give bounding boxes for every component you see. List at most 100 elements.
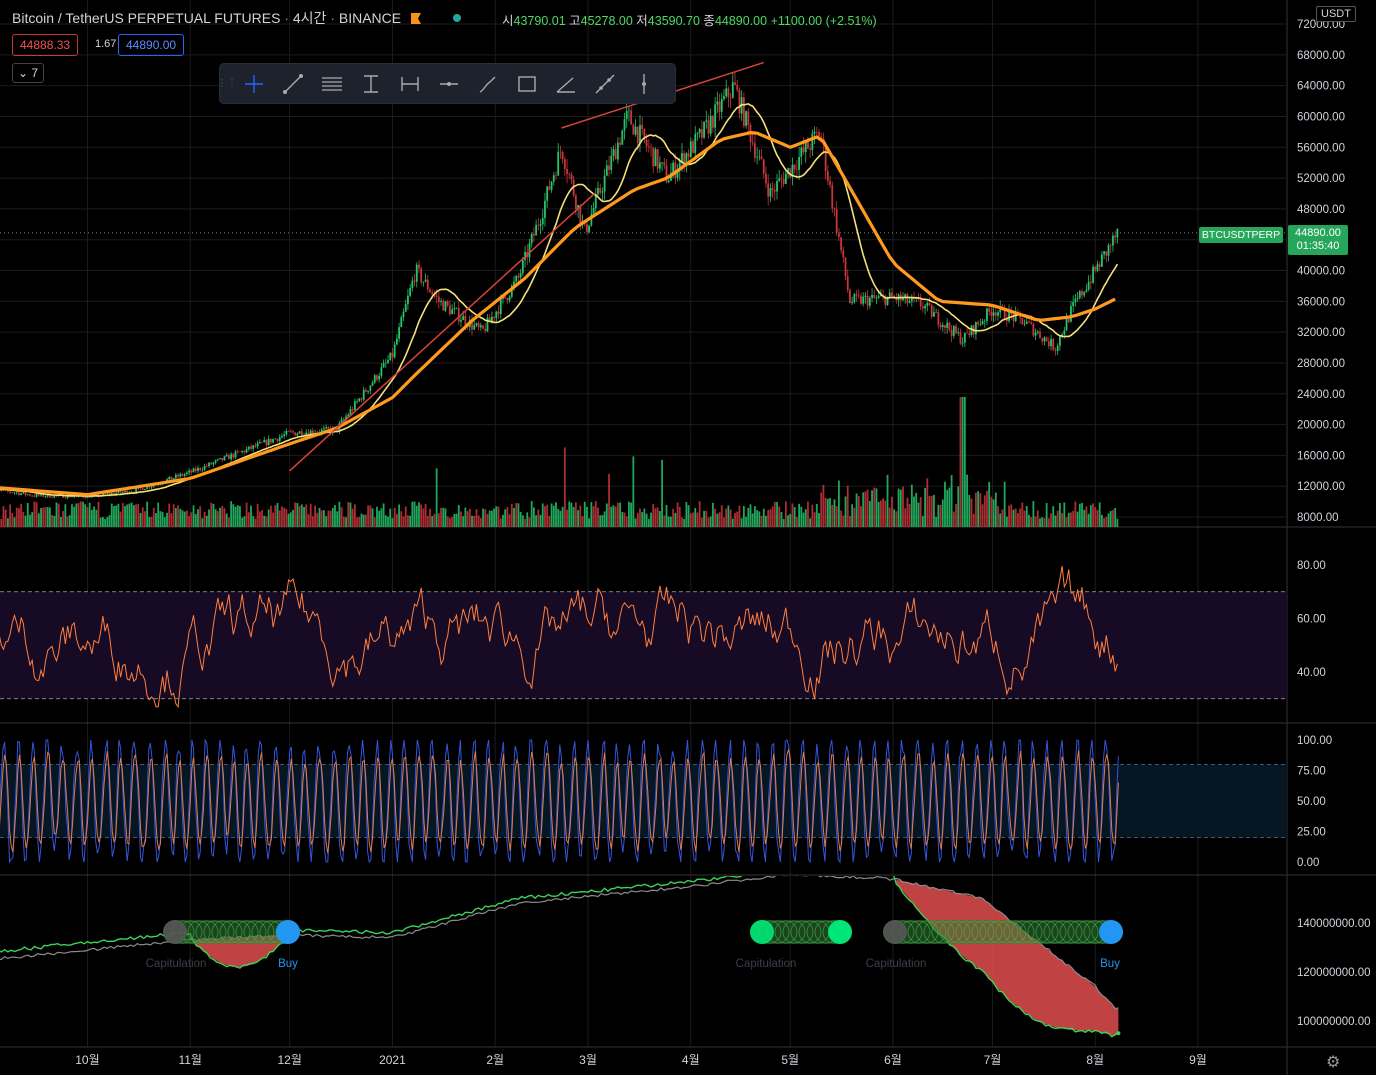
candle-body — [243, 450, 246, 453]
candle-body — [747, 111, 750, 126]
candle-body — [18, 492, 20, 496]
candle-body — [939, 324, 942, 328]
candle-body — [197, 467, 199, 471]
volume-bar — [60, 517, 62, 527]
volume-bar — [670, 516, 672, 527]
candle-body — [1107, 244, 1110, 256]
volume-bar — [104, 518, 107, 527]
candle-body — [269, 438, 272, 443]
candle-body — [793, 164, 796, 170]
price-range-icon[interactable] — [351, 64, 390, 103]
candle-body — [868, 298, 871, 306]
volume-bar — [681, 517, 683, 527]
horizontal-ray-icon[interactable] — [429, 64, 468, 103]
volume-bar — [725, 508, 728, 527]
crosshair-icon[interactable] — [234, 64, 273, 103]
vertical-line-icon[interactable] — [624, 64, 663, 103]
volume-bar — [837, 480, 840, 527]
horizontal-lines-icon[interactable] — [312, 64, 351, 103]
price-tick-label: 40000.00 — [1297, 266, 1345, 278]
volume-bar — [804, 509, 807, 527]
candle-body — [239, 451, 241, 453]
candle-body — [696, 132, 699, 134]
volume-bar — [471, 515, 473, 527]
date-range-icon[interactable] — [390, 64, 429, 103]
volume-bar — [532, 507, 535, 527]
candle-body — [957, 332, 960, 334]
candle-body — [1085, 289, 1088, 292]
volume-bar — [371, 508, 374, 527]
candle-body — [177, 474, 179, 477]
ask-price-button[interactable]: 44890.00 — [118, 34, 185, 56]
candle-body — [767, 183, 770, 197]
volume-bar — [382, 503, 385, 527]
volume-bar — [716, 513, 719, 527]
rectangle-icon[interactable] — [507, 64, 546, 103]
candle-body — [382, 363, 385, 368]
volume-bar — [433, 513, 436, 527]
candle-body — [223, 456, 226, 461]
volume-bar — [944, 481, 946, 527]
signal-may-ring — [782, 920, 806, 944]
interval-label[interactable]: 4시간 — [292, 10, 327, 26]
volume-bar — [437, 513, 440, 527]
price-tick-label: 32000.00 — [1297, 327, 1345, 339]
candle-body — [665, 165, 668, 183]
volume-bar — [460, 511, 462, 527]
candle-body — [1034, 332, 1037, 336]
volume-bar — [1070, 512, 1072, 527]
symbol-title[interactable]: Bitcoin / TetherUS PERPETUAL FUTURES — [12, 10, 281, 26]
indicators-collapse-button[interactable]: ⌄ 7 — [12, 63, 45, 83]
candle-body — [40, 493, 42, 496]
volume-bar — [601, 515, 604, 527]
candle-body — [431, 292, 434, 295]
trend-line-icon[interactable] — [273, 64, 312, 103]
candle-body — [645, 139, 648, 147]
volume-bar — [703, 510, 705, 527]
candle-body — [1092, 266, 1094, 283]
volume-bar — [1092, 503, 1094, 527]
candle-body — [789, 168, 792, 177]
candle-body — [1083, 291, 1086, 296]
volume-bar — [625, 516, 628, 527]
candle-body — [15, 492, 18, 494]
candle-body — [915, 298, 918, 299]
candle-body — [672, 162, 675, 173]
angle-line-icon[interactable] — [546, 64, 585, 103]
flag-icon[interactable] — [411, 13, 421, 24]
rsi-line — [0, 565, 1118, 709]
volume-bar — [1087, 513, 1090, 527]
currency-button[interactable]: USDT — [1316, 6, 1356, 22]
drag-handle-icon[interactable]: ⋮⋮ — [217, 78, 237, 89]
candle-body — [787, 168, 789, 174]
volume-bar — [499, 518, 502, 527]
candle-body — [376, 375, 378, 380]
volume-bar — [789, 513, 792, 527]
volume-bar — [11, 513, 14, 527]
time-tick-label: 6월 — [884, 1053, 902, 1067]
gear-icon[interactable]: ⚙ — [1326, 1054, 1341, 1071]
volume-bar — [959, 397, 962, 527]
candle-body — [650, 147, 652, 148]
candle-body — [360, 398, 363, 400]
volume-bar — [800, 506, 803, 527]
extended-line-icon[interactable] — [585, 64, 624, 103]
volume-bar — [331, 507, 334, 527]
brush-icon[interactable] — [468, 64, 507, 103]
signal-jun-ring — [1003, 920, 1027, 944]
volume-bar — [765, 515, 767, 527]
candle-body — [1008, 310, 1010, 322]
bid-price-button[interactable]: 44888.33 — [12, 34, 79, 56]
volume-bar — [305, 504, 308, 527]
volume-bar — [1012, 509, 1015, 527]
volume-bar — [400, 511, 403, 527]
candle-body — [758, 156, 761, 158]
candle-body — [557, 151, 560, 176]
candle-body — [992, 312, 995, 316]
signal-jun-ring — [1011, 920, 1035, 944]
candle-body — [765, 173, 767, 184]
volume-bar — [641, 511, 644, 527]
candle-body — [484, 328, 487, 332]
candle-body — [188, 470, 191, 473]
